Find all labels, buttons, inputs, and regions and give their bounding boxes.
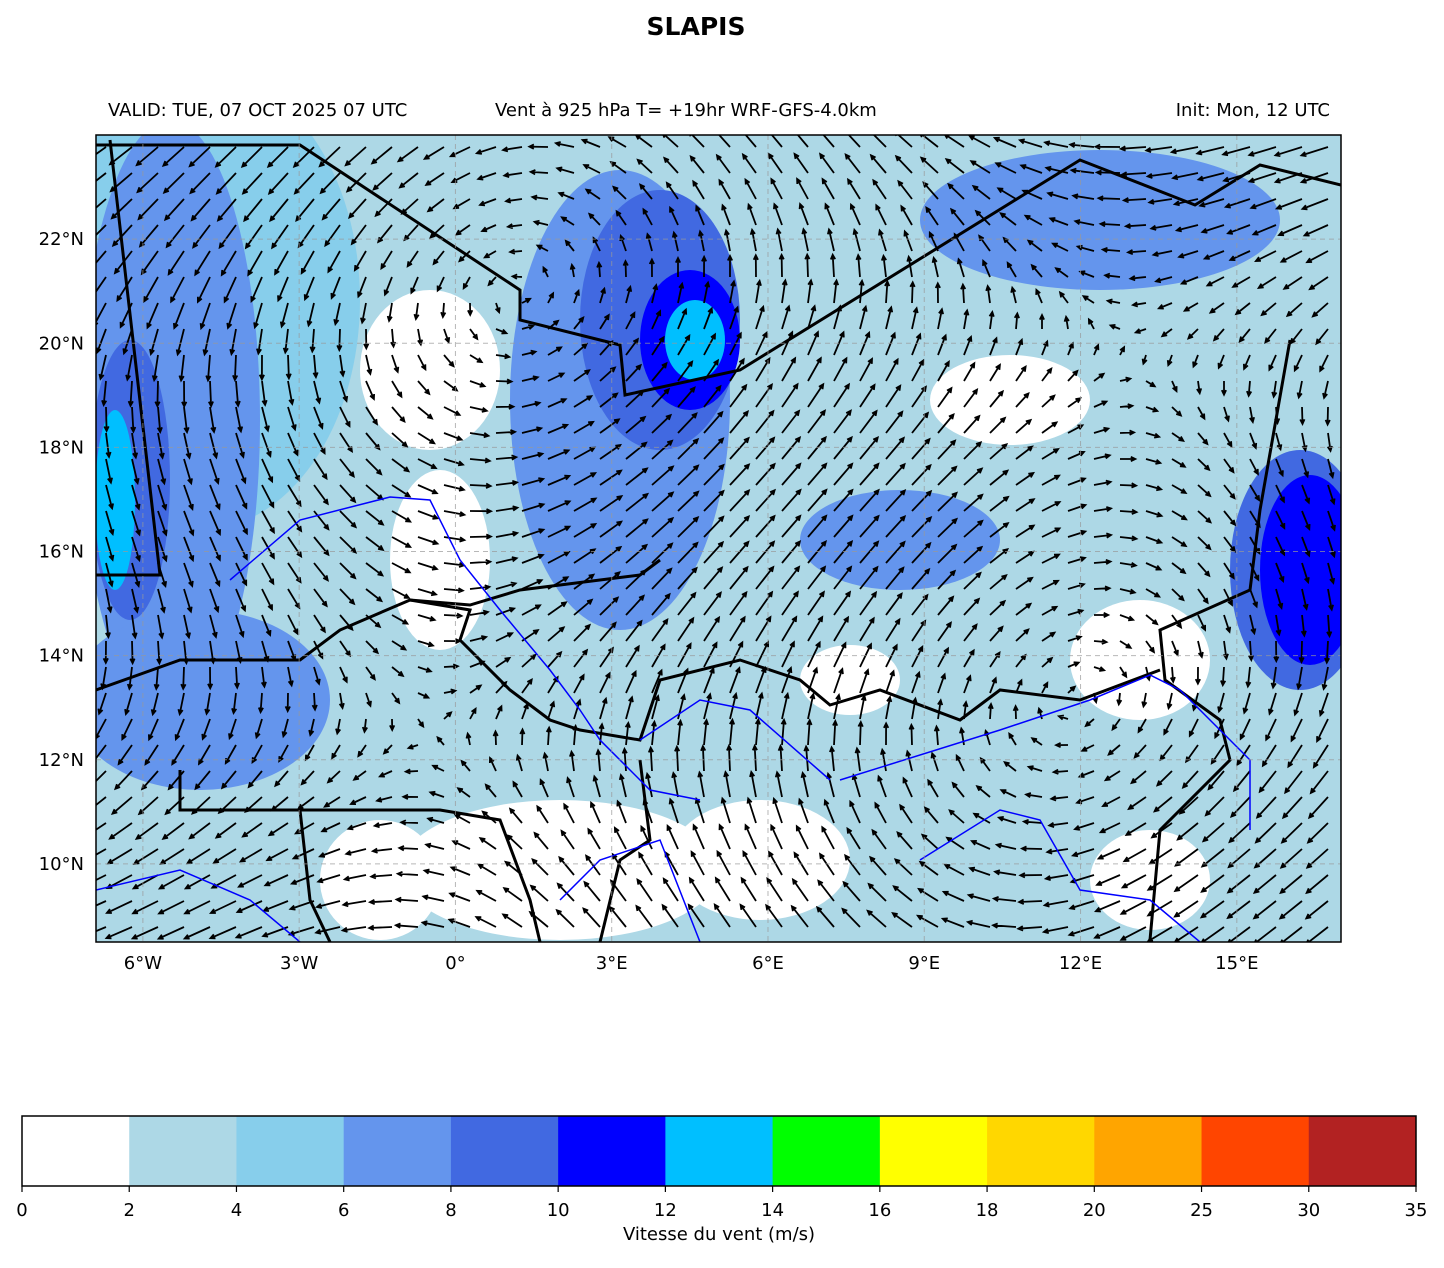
colorbar-tick-label: 35 [1405, 1200, 1428, 1221]
colorbar-tick-label: 25 [1190, 1200, 1213, 1221]
lon-tick-label: 6°E [752, 953, 784, 974]
gridlines [96, 135, 1341, 942]
colorbar: 0 2 4 6 8 10 12 14 16 18 20 25 30 35 [16, 1115, 1428, 1221]
colorbar-swatch [772, 1116, 881, 1186]
lon-tick-label: 6°W [124, 953, 162, 974]
lon-tick-label: 15°E [1215, 953, 1258, 974]
lat-tick-label: 18°N [39, 437, 84, 458]
colorbar-tick-label: 0 [16, 1200, 27, 1221]
wind-arrows [96, 135, 1336, 942]
colorbar-swatch [343, 1116, 452, 1186]
wind-arrow-field [96, 135, 1336, 942]
borders [96, 139, 1341, 942]
title: SLAPIS [647, 12, 746, 41]
colorbar-tick-label: 12 [654, 1200, 677, 1221]
lat-tick-label: 12°N [39, 750, 84, 771]
lon-tick-label: 12°E [1059, 953, 1102, 974]
colorbar-tick-label: 14 [761, 1200, 784, 1221]
colorbar-tick-label: 6 [338, 1200, 349, 1221]
colorbar-swatch [879, 1116, 988, 1186]
wind-shading [96, 135, 1341, 940]
colorbar-swatch [1094, 1116, 1203, 1186]
init-time: Init: Mon, 12 UTC [1176, 100, 1330, 121]
colorbar-swatch [1201, 1116, 1310, 1186]
colorbar-tick-label: 4 [231, 1200, 242, 1221]
colorbar-tick-label: 30 [1297, 1200, 1320, 1221]
colorbar-tick-label: 18 [976, 1200, 999, 1221]
colorbar-swatch [558, 1116, 666, 1186]
lon-tick-label: 3°W [280, 953, 318, 974]
lat-tick-label: 20°N [39, 333, 84, 354]
colorbar-label: Vitesse du vent (m/s) [623, 1224, 815, 1245]
colorbar-swatch [665, 1116, 774, 1186]
valid-time: VALID: TUE, 07 OCT 2025 07 UTC [108, 100, 407, 121]
colorbar-tick-label: 2 [124, 1200, 135, 1221]
map-frame [95, 134, 1342, 943]
lat-tick-label: 16°N [39, 542, 84, 563]
colorbar-tick-label: 8 [445, 1200, 456, 1221]
field-label: Vent à 925 hPa T= +19hr WRF-GFS-4.0km [495, 100, 877, 121]
colorbar-swatch [22, 1116, 130, 1186]
lat-tick-label: 22°N [39, 229, 84, 250]
lon-tick-label: 9°E [908, 953, 940, 974]
colorbar-tick-label: 10 [547, 1200, 570, 1221]
lon-tick-label: 3°E [596, 953, 628, 974]
colorbar-swatch [236, 1116, 345, 1186]
colorbar-tick-label: 16 [868, 1200, 891, 1221]
lat-tick-label: 14°N [39, 646, 84, 667]
colorbar-swatch [450, 1116, 559, 1186]
colorbar-tick-label: 20 [1083, 1200, 1106, 1221]
colorbar-swatch [129, 1116, 237, 1186]
colorbar-frame [21, 1115, 1417, 1187]
lat-tick-label: 10°N [39, 854, 84, 875]
colorbar-swatch [987, 1116, 1095, 1186]
colorbar-swatch [1308, 1116, 1417, 1186]
axis-ticks: 6°W 3°W 0° 3°E 6°E 9°E 12°E 15°E 10°N 12°N 14°N 16°… [39, 229, 1259, 974]
map-area [96, 135, 1341, 942]
lon-tick-label: 0° [445, 953, 465, 974]
